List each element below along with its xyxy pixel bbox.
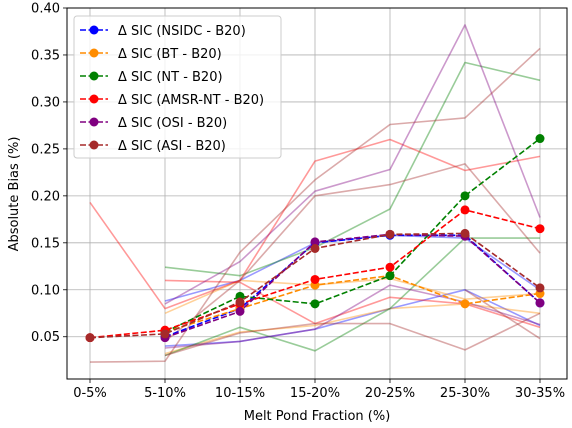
data-point [160,329,170,339]
series-line [164,233,541,339]
data-point [460,205,470,215]
background-line [164,163,541,343]
background-line [164,277,541,315]
background-line [164,279,541,329]
legend-marker [89,94,99,104]
data-point [535,283,545,293]
x-tick-label: 25-30% [440,386,490,401]
y-tick-label: 0.30 [31,95,60,110]
x-axis-label: Melt Pond Fraction (%) [244,409,391,424]
x-tick-label: 15-20% [290,386,340,401]
series-lines [85,134,545,343]
data-point [385,229,395,239]
legend-entry: Δ SIC (NT - B20) [118,70,223,85]
data-point [535,224,545,234]
series-line [164,137,541,333]
series-group [160,134,545,337]
legend-marker [89,117,99,127]
legend-entry: Δ SIC (NSIDC - B20) [118,24,246,39]
x-tick-label: 5-10% [144,386,186,401]
data-point [460,191,470,201]
legend-entry: Δ SIC (AMSR-NT - B20) [118,93,264,108]
x-tick-label: 30-35% [515,386,565,401]
y-axis-ticks: 0.05 0.10 0.15 0.20 0.25 0.30 0.35 0.40 [31,2,67,345]
x-axis-ticks: 0-5% 5-10% 10-15% 15-20% 20-25% 25-30% 30-35% [73,379,565,401]
background-lines [89,24,541,363]
y-tick-label: 0.05 [31,330,60,345]
x-tick-label: 20-25% [365,386,415,401]
background-line [164,24,541,305]
legend-marker [89,25,99,35]
plot-frame [66,7,568,380]
data-point [385,271,395,281]
background-line [89,47,541,363]
legend-entry: Δ SIC (BT - B20) [118,47,222,62]
y-tick-label: 0.25 [31,142,60,157]
background-line [164,303,541,355]
legend-entry: Δ SIC (OSI - B20) [118,116,227,131]
data-point [535,134,545,144]
y-tick-label: 0.20 [31,189,60,204]
data-point [85,333,95,343]
x-tick-label: 10-15% [215,386,265,401]
data-point [310,237,320,247]
data-point [535,298,545,308]
series-line [164,274,541,333]
data-point [460,228,470,238]
legend-marker [89,71,99,81]
y-axis-label: Absolute Bias (%) [7,137,22,252]
series-group [85,228,545,343]
background-line [164,61,541,277]
data-point [235,297,245,307]
data-point [235,306,245,316]
background-line [89,138,541,310]
data-point [310,274,320,284]
y-tick-label: 0.10 [31,283,60,298]
data-point [460,299,470,309]
y-tick-label: 0.40 [31,2,60,17]
background-line [164,289,541,347]
series-line [164,234,541,338]
legend-marker [89,48,99,58]
y-tick-label: 0.15 [31,236,60,251]
legend-box [73,15,282,159]
legend-entry: Δ SIC (ASI - B20) [118,139,226,154]
x-tick-label: 0-5% [73,386,107,401]
data-point [310,243,320,253]
legend: Δ SIC (NSIDC - B20) Δ SIC (BT - B20) Δ SIC… [73,15,282,159]
y-tick-label: 0.35 [31,48,60,63]
legend-marker [89,140,99,150]
background-line [164,284,541,349]
data-point [310,299,320,309]
background-line [464,289,541,340]
background-line [164,312,541,357]
background-line [164,237,540,357]
data-point [385,262,395,272]
